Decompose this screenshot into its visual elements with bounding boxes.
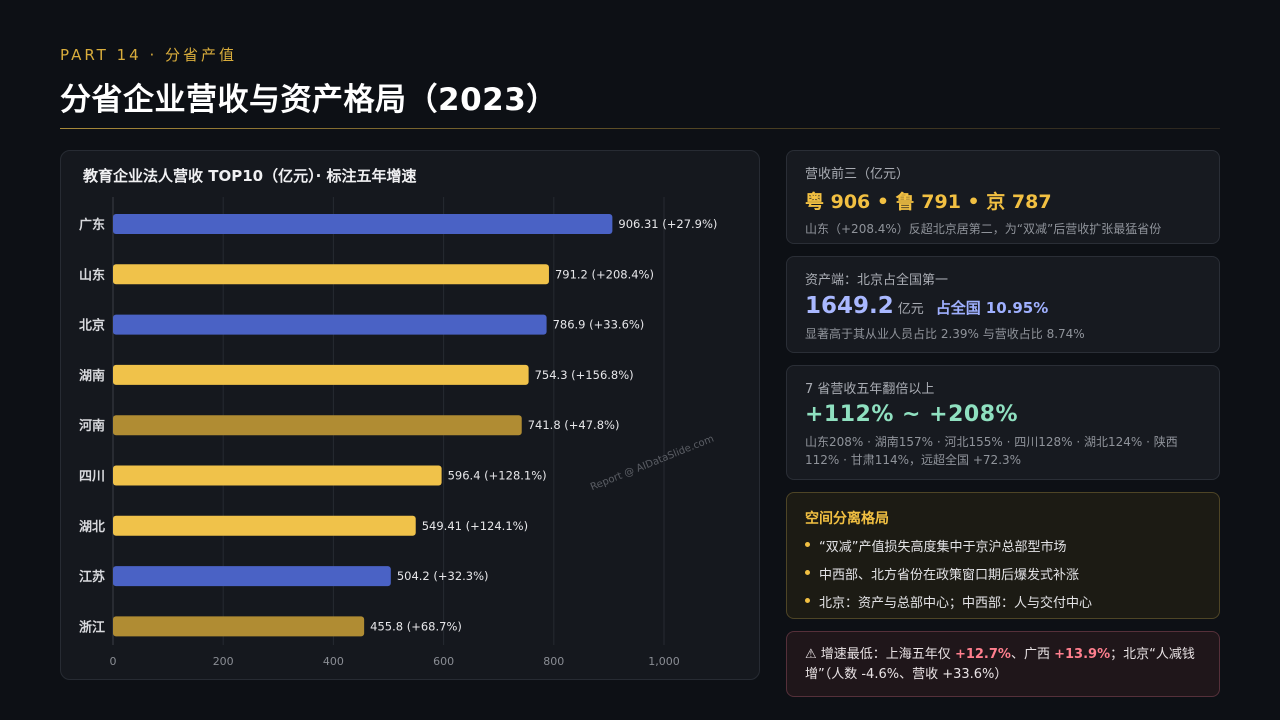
y-category-label: 广东 <box>79 217 105 233</box>
assets-value: 1649.2 <box>805 293 894 319</box>
y-category-label: 四川 <box>79 470 105 485</box>
growth-note: 山东208% · 湖南157% · 河北155% · 四川128% · 湖北12… <box>805 435 1178 467</box>
warning-guangxi-growth: +13.9% <box>1054 647 1111 662</box>
y-category-label: 浙江 <box>79 619 105 635</box>
top3-card: 营收前三（亿元） 粤 906 • 鲁 791 • 京 787 山东（+208.4… <box>786 150 1220 244</box>
pattern-title: 空间分离格局 <box>805 511 889 527</box>
section-kicker: PART 14 · 分省产值 <box>60 46 238 64</box>
warning-shanghai-growth: +12.7% <box>954 647 1011 662</box>
warning-suffix: ；北京“人减钱增”（人数 -4.6%、营收 +33.6%） <box>805 647 1195 682</box>
pattern-item: 北京：资产与总部中心；中西部：人与交付中心 <box>805 592 1201 611</box>
page-title: 分省企业营收与资产格局（2023） <box>60 82 558 118</box>
bar <box>113 415 522 436</box>
y-category-label: 山东 <box>79 267 105 283</box>
bar-data-label: 504.2 (+32.3%) <box>397 569 489 583</box>
assets-unit: 亿元 <box>897 302 924 317</box>
bar <box>113 515 416 536</box>
bar-data-label: 549.41 (+124.1%) <box>422 519 528 533</box>
bar <box>113 566 391 587</box>
x-tick-label: 1,000 <box>648 655 680 668</box>
assets-share-value: 10.95% <box>985 299 1049 317</box>
pattern-card: 空间分离格局 “双减”产值损失高度集中于京沪总部型市场 中西部、北方省份在政策窗… <box>786 492 1220 619</box>
x-tick-label: 0 <box>110 655 117 668</box>
bar-data-label: 906.31 (+27.9%) <box>618 217 717 231</box>
assets-share-label: 占全国 <box>935 299 981 317</box>
bar <box>113 364 529 385</box>
warning-card: ⚠ 增速最低：上海五年仅 +12.7%、广西 +13.9%；北京“人减钱增”（人… <box>786 631 1220 697</box>
bar-chart: 0 200 400 600 800 1,000 广东 906.31 (+27.9%) 山东 791… <box>79 197 717 668</box>
warning-prefix: 增速最低：上海五年仅 <box>820 647 951 662</box>
growth-label: 7 省营收五年翻倍以上 <box>805 382 935 397</box>
warning-text: ⚠ 增速最低：上海五年仅 +12.7%、广西 +13.9%；北京“人减钱增”（人… <box>805 645 1201 685</box>
pattern-item: 中西部、北方省份在政策窗口期后爆发式补涨 <box>805 564 1201 583</box>
assets-note: 显著高于其从业人员占比 2.39% 与营收占比 8.74% <box>805 327 1085 341</box>
top3-note: 山东（+208.4%）反超北京居第二，为“双减”后营收扩张最猛省份 <box>805 222 1162 236</box>
growth-range: +112% ~ +208% <box>805 402 1019 427</box>
bar <box>113 616 365 637</box>
top3-value: 粤 906 • 鲁 791 • 京 787 <box>805 191 1052 213</box>
x-tick-label: 200 <box>213 655 234 668</box>
title-divider <box>60 128 1220 129</box>
bar <box>113 465 442 486</box>
bar-data-label: 741.8 (+47.8%) <box>528 418 620 432</box>
bar-chart-panel: 0 200 400 600 800 1,000 广东 906.31 (+27.9%) 山东 791… <box>60 150 760 680</box>
y-category-label: 湖北 <box>79 520 105 535</box>
bar <box>113 264 549 285</box>
y-category-label: 江苏 <box>79 569 105 585</box>
bar <box>113 214 613 234</box>
y-category-label: 北京 <box>79 318 105 334</box>
bar-data-label: 754.3 (+156.8%) <box>535 368 634 382</box>
growth-card: 7 省营收五年翻倍以上 +112% ~ +208% 山东208% · 湖南157… <box>786 365 1220 480</box>
pattern-item: “双减”产值损失高度集中于京沪总部型市场 <box>805 536 1201 555</box>
assets-label: 资产端：北京占全国第一 <box>805 273 949 288</box>
chart-title: 教育企业法人营收 TOP10（亿元）· 标注五年增速 <box>83 167 417 185</box>
pattern-list: “双减”产值损失高度集中于京沪总部型市场 中西部、北方省份在政策窗口期后爆发式补… <box>805 536 1201 611</box>
bar-data-label: 596.4 (+128.1%) <box>448 469 547 483</box>
y-category-label: 湖南 <box>79 368 105 384</box>
assets-card: 资产端：北京占全国第一 1649.2 亿元 占全国 10.95% 显著高于其从业… <box>786 256 1220 353</box>
y-category-label: 河南 <box>79 418 105 434</box>
bar <box>113 314 547 335</box>
x-tick-label: 600 <box>433 655 454 668</box>
x-tick-label: 400 <box>323 655 344 668</box>
bar-data-label: 455.8 (+68.7%) <box>370 619 462 633</box>
bar-data-label: 786.9 (+33.6%) <box>553 318 645 332</box>
bar-data-label: 791.2 (+208.4%) <box>555 267 654 281</box>
top3-label: 营收前三（亿元） <box>805 167 910 182</box>
x-tick-label: 800 <box>543 655 564 668</box>
warning-icon: ⚠ <box>805 647 817 662</box>
warning-sep: 、广西 <box>1010 647 1050 662</box>
